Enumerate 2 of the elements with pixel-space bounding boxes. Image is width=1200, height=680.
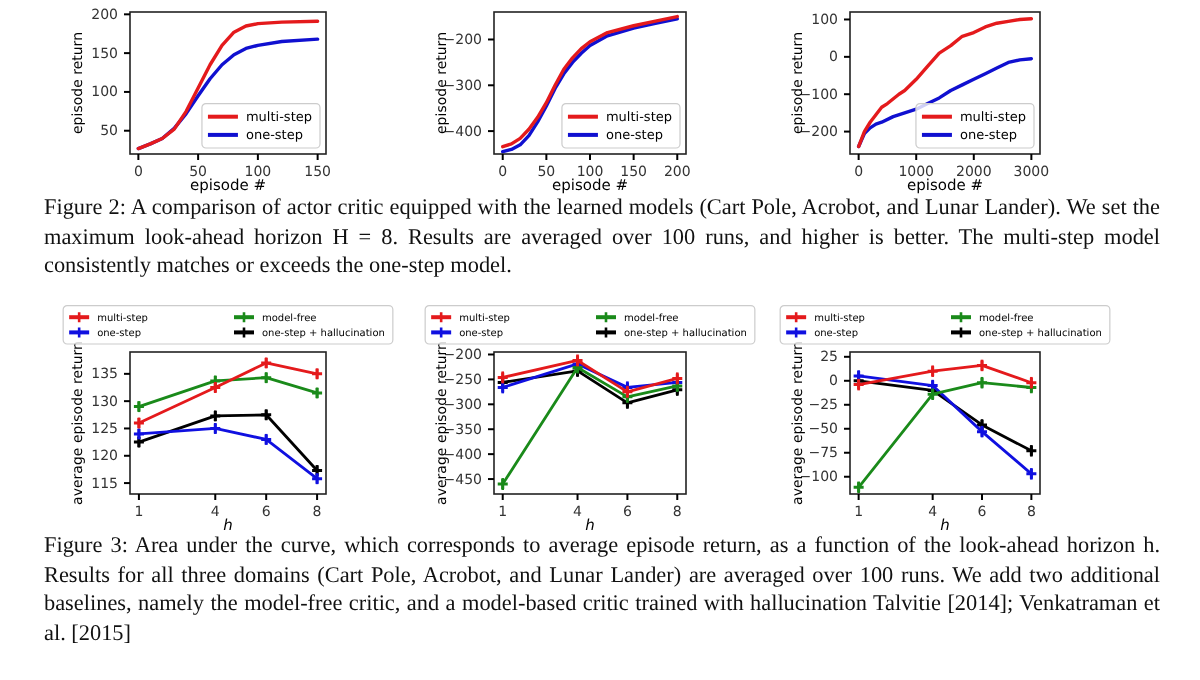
- caption: Figure 3: Area under the curve, which corresponds to average episode return, as a function of the look-ahead horizon h. Results for all three domains (Cart Pole, Acrobot, and Lunar Lander) are averaged over 100 runs. We add two additional baselines, namely the model-free critic, and a model-based critic trained with hallucination Talvitie [2014]; Venkatraman et al. [2015]: [44, 532, 1160, 649]
- caption: Figure 2: A comparison of actor critic equipped with the learned models (Cart Pole, Acrobot, and Lunar Lander). We set the maximum look-ahead horizon H = 8. Results are averaged over 100 runs, and higher is better. The multi-step model consistently matches or exceeds the one-step model.: [44, 194, 1160, 282]
